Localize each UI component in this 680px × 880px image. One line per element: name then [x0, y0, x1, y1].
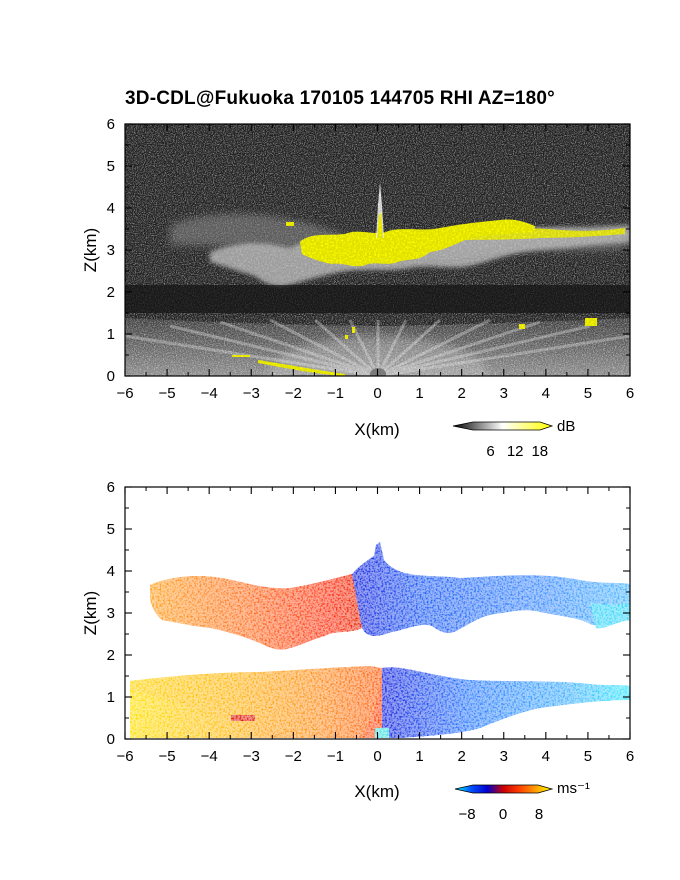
velocity-xtick-label: 1 — [415, 748, 423, 765]
velocity-ytick-label: 6 — [107, 479, 115, 496]
velocity-colorbar-tick-label: 0 — [499, 806, 507, 823]
backscatter-ytick-label: 0 — [107, 368, 115, 385]
backscatter-ytick-label: 5 — [107, 158, 115, 175]
backscatter-xtick-label: 2 — [457, 385, 465, 402]
backscatter-xtick-label: −5 — [159, 385, 176, 402]
velocity-xtick-label: −1 — [327, 748, 344, 765]
velocity-xtick-label: 5 — [584, 748, 592, 765]
velocity-image — [125, 487, 630, 739]
velocity-colorbar-unit: ms⁻¹ — [557, 780, 590, 797]
backscatter-xlabel: X(km) — [354, 420, 399, 439]
backscatter-xtick-label: 3 — [500, 385, 508, 402]
backscatter-axes: −6 −5 −4 −3 −2 −1 0 1 2 3 4 5 6 0 1 2 3 4 5 6 — [107, 116, 635, 402]
velocity-xtick-label: 4 — [542, 748, 550, 765]
backscatter-xtick-label: −1 — [327, 385, 344, 402]
velocity-ytick-label: 4 — [107, 563, 115, 580]
backscatter-panel: −6 −5 −4 −3 −2 −1 0 1 2 3 4 5 6 0 1 2 3 4 5 6 X(km) Z(km) — [81, 116, 634, 439]
backscatter-xtick-label: −2 — [285, 385, 302, 402]
velocity-xtick-label: 3 — [500, 748, 508, 765]
figure-title: 3D-CDL@Fukuoka 170105 144705 RHI AZ=180° — [125, 88, 555, 109]
backscatter-ytick-label: 2 — [107, 284, 115, 301]
velocity-xtick-label: −3 — [243, 748, 260, 765]
backscatter-colorbar-tick-label: 12 — [507, 443, 524, 460]
backscatter-colorbar: 6 12 18 dB — [452, 418, 575, 460]
backscatter-ylabel: Z(km) — [81, 228, 100, 272]
velocity-ytick-label: 2 — [107, 647, 115, 664]
backscatter-xtick-label: −6 — [116, 385, 133, 402]
velocity-xtick-label: −6 — [116, 748, 133, 765]
backscatter-colorbar-ticks: 6 12 18 — [486, 443, 548, 460]
backscatter-xtick-label: −3 — [243, 385, 260, 402]
velocity-ytick-label: 5 — [107, 521, 115, 538]
velocity-colorbar-ticks: −8 0 8 — [458, 806, 543, 823]
velocity-ytick-label: 1 — [107, 689, 115, 706]
velocity-colorbar-tick-label: 8 — [535, 806, 543, 823]
velocity-ytick-label: 3 — [107, 605, 115, 622]
backscatter-xtick-label: 5 — [584, 385, 592, 402]
velocity-colorbar-tick-label: −8 — [458, 806, 475, 823]
backscatter-colorbar-tick-label: 6 — [486, 443, 494, 460]
velocity-ytick-label: 0 — [107, 731, 115, 748]
velocity-panel: −6 −5 −4 −3 −2 −1 0 1 2 3 4 5 6 0 1 2 3 4 5 6 X(km) Z(km) — [81, 479, 634, 801]
backscatter-xtick-label: 4 — [542, 385, 550, 402]
velocity-xtick-label: 0 — [373, 748, 381, 765]
backscatter-ytick-label: 3 — [107, 242, 115, 259]
velocity-xtick-label: −4 — [201, 748, 218, 765]
backscatter-colorbar-unit: dB — [557, 418, 575, 435]
velocity-xtick-label: −5 — [159, 748, 176, 765]
backscatter-xtick-label: 6 — [626, 385, 634, 402]
backscatter-ytick-label: 1 — [107, 326, 115, 343]
velocity-colorbar: −8 0 8 ms⁻¹ — [454, 780, 590, 823]
backscatter-xtick-label: 1 — [415, 385, 423, 402]
backscatter-image — [125, 124, 630, 376]
backscatter-xtick-label: 0 — [373, 385, 381, 402]
velocity-xtick-label: −2 — [285, 748, 302, 765]
velocity-axes: −6 −5 −4 −3 −2 −1 0 1 2 3 4 5 6 0 1 2 3 4 5 6 — [107, 479, 635, 765]
velocity-xlabel: X(km) — [354, 782, 399, 801]
backscatter-colorbar-tick-label: 18 — [531, 443, 548, 460]
velocity-ylabel: Z(km) — [81, 591, 100, 635]
backscatter-ytick-label: 4 — [107, 200, 115, 217]
velocity-xtick-label: 6 — [626, 748, 634, 765]
backscatter-ytick-label: 6 — [107, 116, 115, 133]
velocity-xtick-label: 2 — [457, 748, 465, 765]
backscatter-xtick-label: −4 — [201, 385, 218, 402]
